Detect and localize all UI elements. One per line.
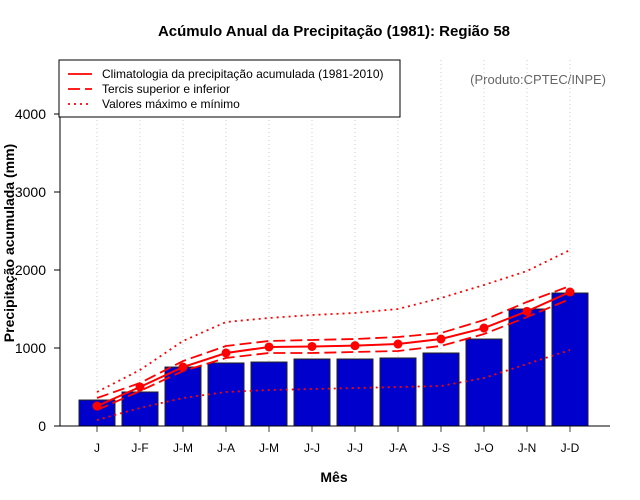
legend-label: Valores máximo e mínimo — [102, 97, 240, 111]
bar — [508, 308, 546, 427]
x-tick-label: J-J — [304, 441, 320, 455]
series-line-3 — [96, 249, 571, 393]
legend-label: Tercis superior e inferior — [102, 82, 230, 96]
y-tick-label: 3000 — [15, 184, 46, 200]
y-tick-label: 0 — [38, 418, 46, 434]
series-line-1 — [96, 285, 571, 399]
x-tick-label: J-S — [432, 441, 450, 455]
x-tick-label: J-O — [474, 441, 493, 455]
series-line-2 — [96, 298, 571, 411]
bar — [164, 366, 202, 427]
bar — [551, 292, 589, 427]
bar — [379, 357, 417, 427]
x-tick-label: J-A — [389, 441, 407, 455]
series-point — [565, 287, 575, 297]
bar — [422, 352, 460, 427]
x-tick-label: J-J — [347, 441, 363, 455]
series-point — [178, 362, 188, 372]
bar — [465, 338, 503, 427]
bar — [121, 391, 159, 427]
y-tick-label: 1000 — [15, 340, 46, 356]
series-point — [264, 342, 274, 352]
y-tick-label: 4000 — [15, 106, 46, 122]
series-line-0 — [96, 291, 571, 407]
legend-box — [58, 59, 401, 118]
series-point — [350, 341, 360, 351]
x-axis-label: Mês — [320, 469, 347, 485]
series-point — [522, 306, 532, 316]
x-tick-label: J-M — [173, 441, 193, 455]
x-tick-label: J-M — [259, 441, 279, 455]
x-tick-label: J — [94, 441, 100, 455]
source-annotation: (Produto:CPTEC/INPE) — [470, 72, 606, 87]
chart-title: Acúmulo Anual da Precipitação (1981): Re… — [158, 23, 510, 40]
series-point — [393, 339, 403, 349]
bar — [250, 361, 288, 427]
bar — [207, 362, 245, 427]
bar — [336, 358, 374, 427]
y-tick-label: 2000 — [15, 262, 46, 278]
legend-label: Climatologia da precipitação acumulada (… — [102, 67, 384, 81]
y-axis-label: Precipitação acumulada (mm) — [1, 144, 17, 342]
x-tick-label: J-D — [561, 441, 580, 455]
bar — [293, 358, 331, 427]
series-point — [221, 348, 231, 358]
series-point — [436, 334, 446, 344]
series-point — [479, 323, 489, 333]
series-point — [307, 341, 317, 351]
x-tick-label: J-F — [131, 441, 148, 455]
x-tick-label: J-A — [217, 441, 235, 455]
x-tick-label: J-N — [518, 441, 537, 455]
